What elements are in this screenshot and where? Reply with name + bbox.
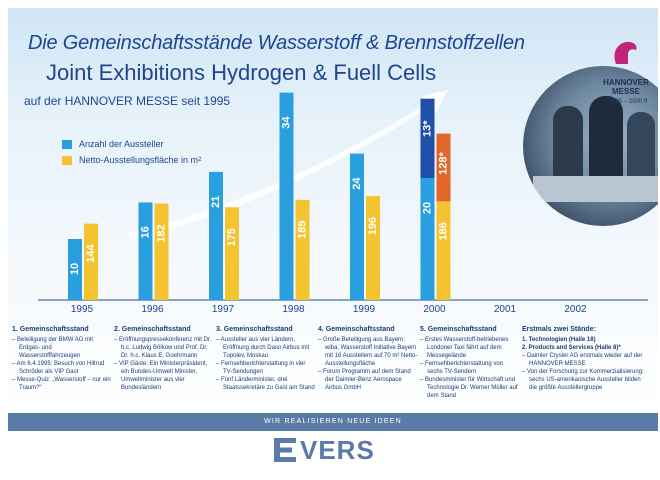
bar-area xyxy=(84,223,98,300)
x-tick-label: 2002 xyxy=(564,304,587,315)
bar-value-label: 186 xyxy=(437,222,449,240)
logo-name: HANNOVER MESSE xyxy=(603,78,649,96)
bar-area-extra xyxy=(436,133,451,202)
x-tick-label: 1996 xyxy=(141,304,164,315)
bar-area xyxy=(366,196,380,300)
column-item: – Messe-Quiz: „Wasserstoff – nur ein Tra… xyxy=(12,377,111,391)
x-tick-label: 1998 xyxy=(282,304,305,315)
bar-area xyxy=(436,201,451,300)
column-head: 3. Gemeinschaftsstand xyxy=(216,326,293,333)
column-head: Erstmals zwei Stände: xyxy=(522,326,596,333)
legend: Anzahl der Aussteller Netto-Ausstellungs… xyxy=(62,136,201,168)
column-item: – Fernsehberichterstattung in vier TV-Se… xyxy=(216,361,306,375)
column-item: – Fünf Länderminister, drei Staatssekret… xyxy=(216,377,315,391)
bar-exhibitors xyxy=(138,202,153,300)
bar-exhibitors xyxy=(68,239,82,300)
bar-exhibitors xyxy=(350,153,364,300)
column-item: – Von der Forschung zur Kommerzialisieru… xyxy=(522,369,644,391)
column-item: 1. Technologien (Halle 18) xyxy=(522,337,596,343)
x-tick-label: 2001 xyxy=(494,304,517,315)
bar-value-label: 20 xyxy=(421,202,433,214)
x-tick-label: 1999 xyxy=(353,304,376,315)
bar-area xyxy=(154,203,169,300)
hannover-messe-logo-icon xyxy=(614,41,637,64)
photo-person xyxy=(627,112,655,182)
brand-name: VERS xyxy=(300,435,375,465)
footer-slogan: WIR REALISIEREN NEUE IDEEN xyxy=(264,418,402,425)
column-item: – Eröffnungspressekonferenz mit Dr. h.c.… xyxy=(114,337,212,359)
logo-years: 1995 – 2000 ff xyxy=(608,99,648,105)
column-item: – Bundesminister für Wirtschaft und Tech… xyxy=(420,377,518,399)
bar-exhibitors xyxy=(420,178,435,300)
photo-person xyxy=(589,96,623,186)
milestone-column: Erstmals zwei Stände: 1. Technologien (H… xyxy=(522,326,650,392)
trade-fair-photo xyxy=(523,66,658,226)
bar-value-label: 24 xyxy=(351,177,363,190)
milestone-column: 5. Gemeinschaftsstand – Erstes Wassersto… xyxy=(420,326,520,400)
bar-area xyxy=(295,199,310,300)
column-item: – Beteiligung der BMW AG mit Erdgas- und… xyxy=(12,337,94,359)
subtitle: auf der HANNOVER MESSE seit 1995 xyxy=(24,94,231,108)
footer-band xyxy=(8,413,658,431)
brand-e-icon xyxy=(274,438,296,462)
legend-label: Netto-Ausstellungsfläche in m xyxy=(79,155,199,165)
milestone-column: 2. Gemeinschaftsstand – Eröffnungspresse… xyxy=(114,326,214,392)
column-item: – Fernsehberichterstattung von sechs TV-… xyxy=(420,361,504,375)
column-head: 2. Gemeinschaftsstand xyxy=(114,326,191,333)
bar-value-label: 16 xyxy=(139,226,151,238)
column-item: – Daimler Crysler AG erstmals wieder auf… xyxy=(522,353,643,367)
bar-value-label: 144 xyxy=(85,244,97,263)
poster: Die Gemeinschaftsstände Wasserstoff & Br… xyxy=(8,8,658,478)
bar-area xyxy=(225,207,239,300)
bar-value-label: 10 xyxy=(69,263,81,275)
column-item: – VIP Gäste: Ein Ministerpräsident, ein … xyxy=(114,361,208,391)
milestone-column: 1. Gemeinschaftsstand – Beteiligung der … xyxy=(12,326,112,392)
x-tick-label: 2000 xyxy=(423,304,446,315)
legend-superscript: 2 xyxy=(198,157,202,163)
bar-value-label: 196 xyxy=(367,217,379,235)
title-german: Die Gemeinschaftsstände Wasserstoff & Br… xyxy=(28,32,525,54)
photo-table xyxy=(533,176,658,202)
bar-value-label: 189 xyxy=(296,221,308,239)
bar-exhibitors xyxy=(279,92,294,300)
legend-swatch xyxy=(62,139,72,149)
title-english: Joint Exhibitions Hydrogen & Fuell Cells xyxy=(46,60,437,85)
bar-exhibitors-extra xyxy=(420,98,435,178)
legend-item-exhibitors: Anzahl der Aussteller xyxy=(62,136,201,152)
bar-value-label: 182 xyxy=(155,224,167,242)
photo-person xyxy=(553,106,583,186)
bar-value-label: 34 xyxy=(280,116,292,129)
bar-value-label: 21 xyxy=(210,196,222,208)
bar-value-label: 175 xyxy=(226,228,238,246)
column-item: – Am 6.4.1995: Besuch von Hiltrud Schröd… xyxy=(12,361,105,375)
column-item: 2. Products and Services (Halle 8)* xyxy=(522,345,621,351)
x-tick-label: 1995 xyxy=(71,304,94,315)
column-head: 1. Gemeinschaftsstand xyxy=(12,326,89,333)
bar-value-label: 13* xyxy=(421,120,433,137)
bar-chart: 1995 10 144 1996 16 182 1997 21 175 1998 34 189 1999… xyxy=(38,90,648,315)
column-head: 5. Gemeinschaftsstand xyxy=(420,326,497,333)
milestone-column: 4. Gemeinschaftsstand – Große Beteiligun… xyxy=(318,326,418,392)
column-item: – Aussteller aus vier Ländern, Eröffnung… xyxy=(216,337,310,359)
bar-exhibitors xyxy=(209,171,223,300)
column-item: – Forum Programm auf dem Stand der Daiml… xyxy=(318,369,411,391)
x-tick-label: 1997 xyxy=(212,304,235,315)
legend-swatch xyxy=(62,155,72,165)
milestone-column: 3. Gemeinschaftsstand – Aussteller aus v… xyxy=(216,326,316,392)
background-wash xyxy=(8,8,658,413)
column-head: 4. Gemeinschaftsstand xyxy=(318,326,395,333)
column-item: – Große Beteiligung aus Bayern: wiba, Wa… xyxy=(318,337,418,367)
legend-label: Anzahl der Aussteller xyxy=(79,139,164,149)
bar-value-label: 128* xyxy=(437,152,449,175)
column-item: – Erstes Wasserstoff-betriebenes Londone… xyxy=(420,337,509,359)
